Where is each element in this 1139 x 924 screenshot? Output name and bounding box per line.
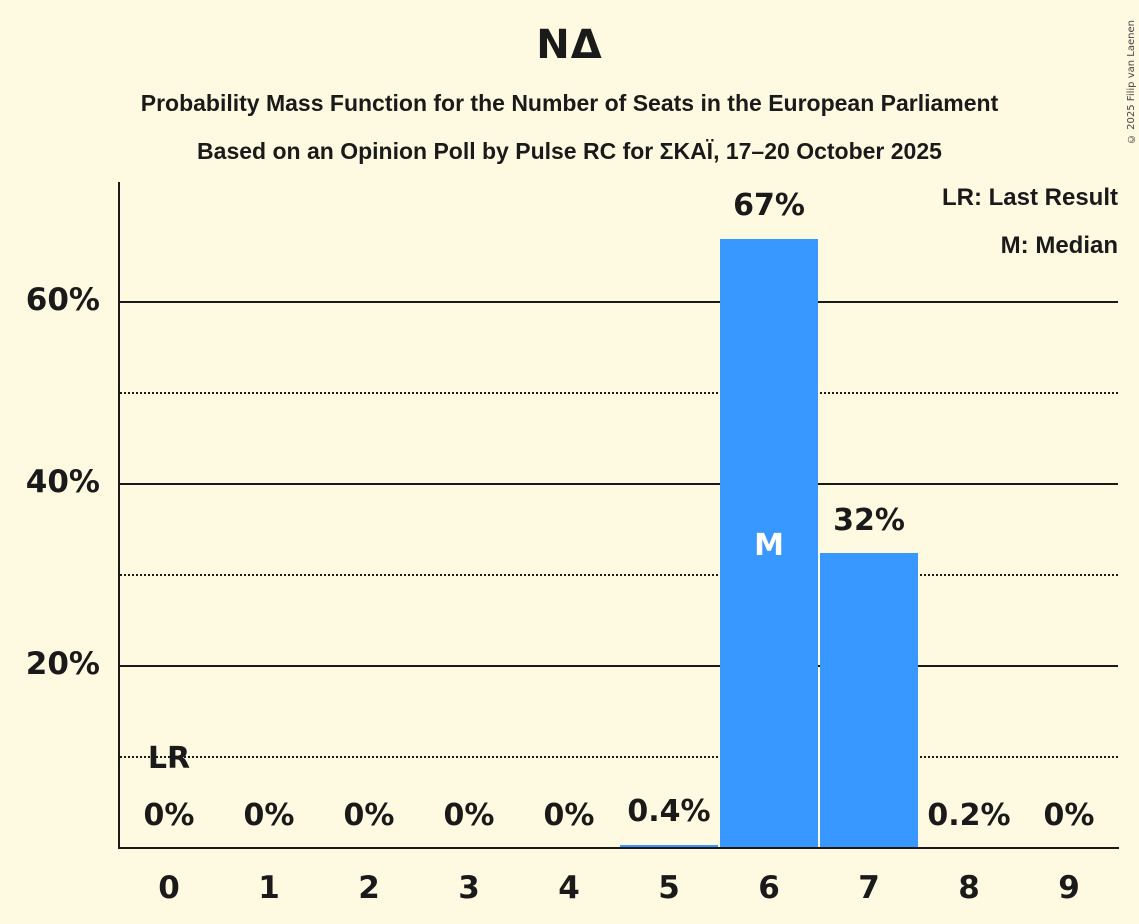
y-axis xyxy=(118,182,120,849)
bar-label-3: 0% xyxy=(443,798,495,833)
gridline-30 xyxy=(120,574,1118,576)
median-marker: M xyxy=(754,528,784,563)
legend-last-result: LR: Last Result xyxy=(941,184,1118,211)
bar-label-8: 0.2% xyxy=(927,798,1011,833)
x-tick-3: 3 xyxy=(458,870,480,906)
chart-subtitle-1: Probability Mass Function for the Number… xyxy=(140,90,999,116)
bar-label-5: 0.4% xyxy=(627,794,711,829)
x-tick-7: 7 xyxy=(858,870,880,906)
bar-label-2: 0% xyxy=(343,798,395,833)
bar-5 xyxy=(620,845,718,848)
bar-6 xyxy=(720,239,818,848)
y-tick-40: 40% xyxy=(25,464,100,500)
gridline-10 xyxy=(120,756,1118,758)
x-tick-8: 8 xyxy=(958,870,980,906)
y-tick-20: 20% xyxy=(25,646,100,682)
legend-median: M: Median xyxy=(1000,232,1118,259)
gridline-60 xyxy=(120,301,1118,303)
x-tick-5: 5 xyxy=(658,870,680,906)
x-axis xyxy=(118,847,1119,849)
gridline-50 xyxy=(120,392,1118,394)
y-tick-60: 60% xyxy=(25,282,100,318)
x-tick-6: 6 xyxy=(758,870,780,906)
x-tick-1: 1 xyxy=(258,870,280,906)
gridline-20 xyxy=(120,665,1118,667)
x-tick-4: 4 xyxy=(558,870,580,906)
bar-label-7: 32% xyxy=(833,503,905,538)
bar-label-6: 67% xyxy=(733,188,805,223)
bar-label-1: 0% xyxy=(243,798,295,833)
bar-label-0: 0% xyxy=(143,798,195,833)
chart-title: ΝΔ xyxy=(536,22,603,68)
x-tick-2: 2 xyxy=(358,870,380,906)
chart-subtitle-2: Based on an Opinion Poll by Pulse RC for… xyxy=(197,138,942,164)
bar-label-9: 0% xyxy=(1043,798,1095,833)
last-result-marker: LR xyxy=(147,741,191,776)
gridline-40 xyxy=(120,483,1118,485)
bar-label-4: 0% xyxy=(543,798,595,833)
x-tick-9: 9 xyxy=(1058,870,1080,906)
bar-7 xyxy=(820,553,918,848)
x-tick-0: 0 xyxy=(158,870,180,906)
